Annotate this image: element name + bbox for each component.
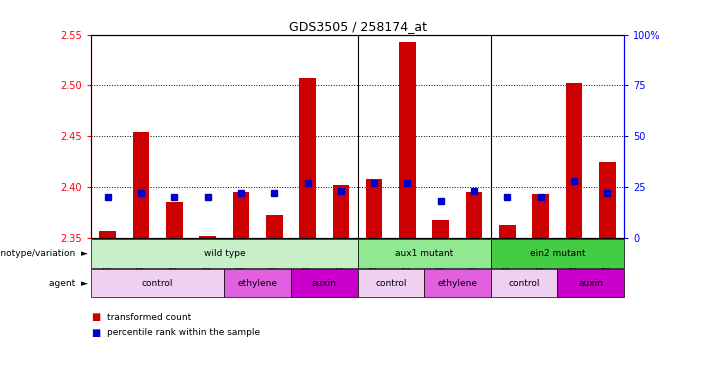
Bar bbox=[132, 132, 149, 238]
Bar bbox=[332, 185, 349, 238]
Bar bbox=[399, 42, 416, 238]
Bar bbox=[166, 202, 183, 238]
Bar bbox=[491, 269, 557, 297]
Bar bbox=[291, 269, 358, 297]
Text: auxin: auxin bbox=[578, 278, 603, 288]
Text: ethylene: ethylene bbox=[238, 278, 278, 288]
Text: control: control bbox=[508, 278, 540, 288]
Bar bbox=[100, 231, 116, 238]
Bar bbox=[358, 269, 424, 297]
Text: agent  ►: agent ► bbox=[49, 278, 88, 288]
Text: percentile rank within the sample: percentile rank within the sample bbox=[107, 328, 259, 337]
Bar bbox=[557, 269, 624, 297]
Text: control: control bbox=[142, 278, 173, 288]
Bar bbox=[532, 194, 549, 238]
Bar bbox=[465, 192, 482, 238]
Text: ein2 mutant: ein2 mutant bbox=[529, 249, 585, 258]
Text: ■: ■ bbox=[91, 312, 100, 322]
Bar bbox=[266, 215, 283, 238]
Text: auxin: auxin bbox=[312, 278, 336, 288]
Bar bbox=[499, 225, 516, 238]
Text: aux1 mutant: aux1 mutant bbox=[395, 249, 454, 258]
Text: wild type: wild type bbox=[203, 249, 245, 258]
Text: genotype/variation  ►: genotype/variation ► bbox=[0, 249, 88, 258]
Text: ethylene: ethylene bbox=[437, 278, 477, 288]
Text: transformed count: transformed count bbox=[107, 313, 191, 322]
Bar bbox=[358, 239, 491, 268]
Bar bbox=[299, 78, 316, 238]
Bar bbox=[91, 269, 224, 297]
Text: control: control bbox=[375, 278, 407, 288]
Title: GDS3505 / 258174_at: GDS3505 / 258174_at bbox=[289, 20, 426, 33]
Bar bbox=[233, 192, 250, 238]
Bar bbox=[566, 83, 583, 238]
Bar bbox=[199, 236, 216, 238]
Bar bbox=[224, 269, 291, 297]
Bar bbox=[433, 220, 449, 238]
Bar bbox=[599, 162, 615, 238]
Text: ■: ■ bbox=[91, 328, 100, 338]
Bar bbox=[491, 239, 624, 268]
Bar bbox=[366, 179, 383, 238]
Bar bbox=[91, 239, 358, 268]
Bar bbox=[424, 269, 491, 297]
